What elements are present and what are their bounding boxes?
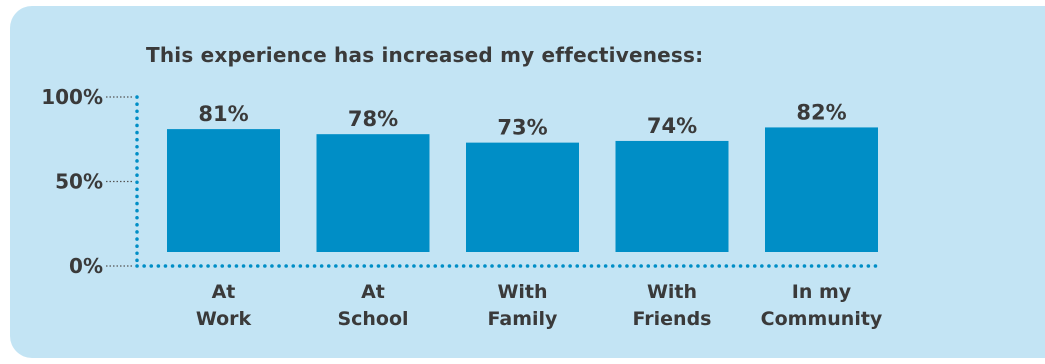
x-category-label: With [647, 281, 697, 303]
y-tick-label: 100% [41, 85, 103, 109]
bar [466, 142, 579, 252]
x-category-label: With [497, 281, 547, 303]
x-category-label: At [212, 281, 236, 303]
bar-value-label: 82% [796, 100, 846, 124]
x-category-label: Work [196, 308, 252, 330]
x-category-label: At [361, 281, 385, 303]
bar [615, 140, 729, 252]
x-category-label: Friends [633, 308, 712, 330]
chart-title: This experience has increased my effecti… [146, 43, 704, 67]
bar-value-label: 73% [497, 116, 547, 140]
x-category-label: School [337, 308, 408, 330]
x-category-label: Family [488, 308, 559, 330]
bar [167, 129, 280, 252]
y-tick-label: 0% [69, 254, 103, 278]
y-tick-label: 50% [55, 170, 103, 194]
x-category-label: In my [792, 281, 852, 303]
bar [316, 134, 430, 252]
bar-value-label: 78% [348, 107, 398, 131]
x-category-label: Community [761, 308, 883, 330]
bar-value-label: 74% [647, 114, 697, 138]
bar-value-label: 81% [198, 102, 248, 126]
bar [765, 127, 878, 252]
